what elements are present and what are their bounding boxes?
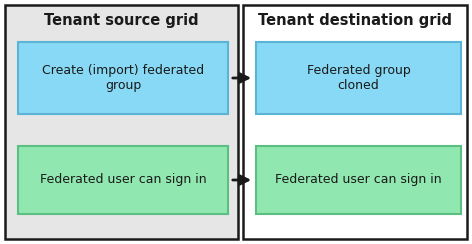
- Text: Federated group
cloned: Federated group cloned: [307, 64, 410, 92]
- Bar: [243, 5, 467, 239]
- Bar: [256, 42, 461, 114]
- Text: Tenant destination grid: Tenant destination grid: [258, 12, 452, 28]
- Bar: [256, 146, 461, 214]
- Text: Create (import) federated
group: Create (import) federated group: [42, 64, 204, 92]
- Text: Tenant source grid: Tenant source grid: [44, 12, 199, 28]
- Text: Federated user can sign in: Federated user can sign in: [275, 173, 442, 186]
- Bar: [18, 42, 228, 114]
- Bar: [18, 146, 228, 214]
- Bar: [5, 5, 238, 239]
- Text: Federated user can sign in: Federated user can sign in: [40, 173, 206, 186]
